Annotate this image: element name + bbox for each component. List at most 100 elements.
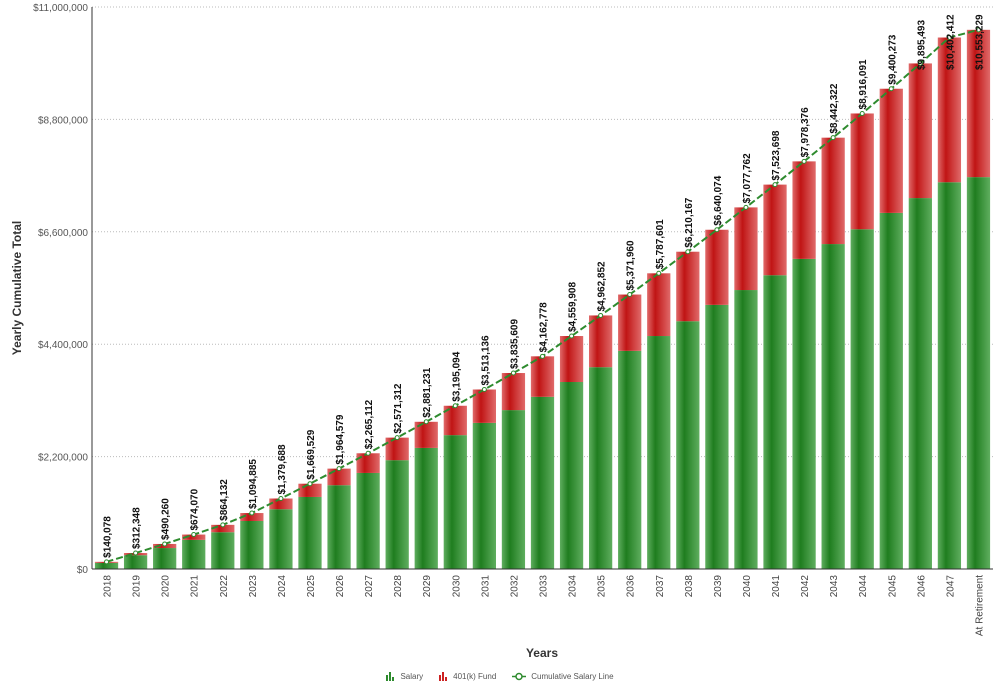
x-tick-label: 2032 xyxy=(509,575,520,598)
x-tick-label: 2047 xyxy=(945,575,956,598)
bar-salary xyxy=(734,290,758,569)
line-point xyxy=(946,35,952,41)
line-point xyxy=(917,60,923,66)
bar-salary xyxy=(211,532,235,569)
x-tick-label: 2041 xyxy=(771,575,782,598)
bar-401k xyxy=(385,437,409,461)
bar-salary xyxy=(559,382,584,569)
data-label: $312,348 xyxy=(132,507,143,549)
x-tick-label: 2022 xyxy=(219,575,230,598)
bar-401k xyxy=(530,356,555,397)
data-label: $8,916,091 xyxy=(858,59,869,109)
legend-label: Salary xyxy=(400,672,424,681)
line-point xyxy=(510,370,516,376)
x-tick-label: 2020 xyxy=(161,575,172,598)
bar-401k xyxy=(734,207,758,291)
data-label: $9,400,273 xyxy=(887,34,898,84)
data-label: $3,835,609 xyxy=(509,319,520,369)
bar-salary xyxy=(298,496,322,569)
x-tick-label: 2039 xyxy=(713,575,724,598)
y-tick-label: $4,400,000 xyxy=(38,340,88,351)
x-tick-label: 2046 xyxy=(916,575,927,598)
bar-salary xyxy=(327,485,351,569)
bar-401k xyxy=(676,251,700,322)
line-point xyxy=(801,158,807,164)
line-point xyxy=(104,559,110,565)
legend-label: 401(k) Fund xyxy=(453,672,497,681)
bar-salary xyxy=(879,212,903,569)
x-tick-label: 2029 xyxy=(422,575,433,598)
bar-salary xyxy=(705,304,729,569)
bar-salary xyxy=(821,244,845,569)
line-point xyxy=(830,135,836,141)
data-label: $1,964,579 xyxy=(335,414,346,464)
bar-401k xyxy=(472,389,496,423)
y-tick-label: $11,000,000 xyxy=(33,3,88,14)
line-point xyxy=(975,27,981,33)
data-label: $7,523,698 xyxy=(771,130,782,180)
bar-salary xyxy=(94,562,119,569)
x-tick-label: 2028 xyxy=(393,575,404,598)
line-point xyxy=(394,435,400,441)
line-point xyxy=(569,333,575,339)
line-point xyxy=(220,522,226,528)
bar-salary xyxy=(850,229,874,569)
bar-salary xyxy=(618,350,642,569)
bar-salary xyxy=(123,555,148,569)
bar-chart-icon xyxy=(439,672,448,681)
legend-item-401k[interactable]: 401(k) Fund xyxy=(439,672,496,681)
bar-salary xyxy=(414,447,438,569)
data-label: $8,442,322 xyxy=(829,83,840,133)
x-tick-label: 2030 xyxy=(451,575,462,598)
line-point xyxy=(133,550,139,556)
data-label: $2,265,112 xyxy=(364,399,375,449)
legend-label: Cumulative Salary Line xyxy=(531,672,614,681)
x-tick-label: 2044 xyxy=(858,575,869,598)
bar-401k xyxy=(240,513,264,521)
data-label: $9,895,493 xyxy=(916,20,927,70)
data-label: $4,162,778 xyxy=(539,302,550,352)
data-label: $7,077,762 xyxy=(742,153,753,203)
bar-401k xyxy=(559,336,584,383)
line-point xyxy=(423,419,429,425)
line-point xyxy=(888,86,894,92)
line-point xyxy=(598,312,604,318)
line-point xyxy=(162,541,168,547)
bar-salary xyxy=(240,520,264,569)
x-tick-label: 2034 xyxy=(568,575,579,598)
bar-salary xyxy=(182,539,206,569)
data-label: $5,787,601 xyxy=(655,219,666,269)
line-point xyxy=(365,450,371,456)
data-label: $2,571,312 xyxy=(393,383,404,433)
bar-401k xyxy=(443,405,467,436)
bar-salary xyxy=(530,396,555,569)
line-point xyxy=(714,227,720,233)
line-point xyxy=(307,481,313,487)
line-point xyxy=(772,182,778,188)
bar-salary xyxy=(501,410,526,569)
bar-salary xyxy=(763,275,787,569)
bar-salary xyxy=(356,472,380,569)
y-tick-label: $8,800,000 xyxy=(38,115,88,126)
x-tick-label: 2043 xyxy=(829,575,840,598)
data-label: $1,669,529 xyxy=(306,429,317,479)
data-label: $674,070 xyxy=(190,488,201,530)
legend-item-line[interactable]: Cumulative Salary Line xyxy=(512,672,614,681)
bar-401k xyxy=(269,498,293,510)
legend-item-salary[interactable]: Salary xyxy=(386,672,423,681)
data-label: $7,978,376 xyxy=(800,107,811,157)
bar-401k xyxy=(763,184,787,276)
data-label: $10,553,229 xyxy=(974,14,985,70)
x-tick-label: 2024 xyxy=(277,575,288,598)
data-label: $10,402,412 xyxy=(945,14,956,70)
x-tick-label: 2019 xyxy=(132,575,143,598)
line-point xyxy=(336,466,342,472)
line-point xyxy=(452,403,458,409)
x-tick-label: 2038 xyxy=(684,575,695,598)
data-label: $6,210,167 xyxy=(684,197,695,247)
bar-salary xyxy=(966,177,991,569)
data-label: $864,132 xyxy=(219,479,230,521)
x-tick-label: 2023 xyxy=(248,575,259,598)
line-point xyxy=(249,510,255,516)
data-label: $2,881,231 xyxy=(422,367,433,417)
